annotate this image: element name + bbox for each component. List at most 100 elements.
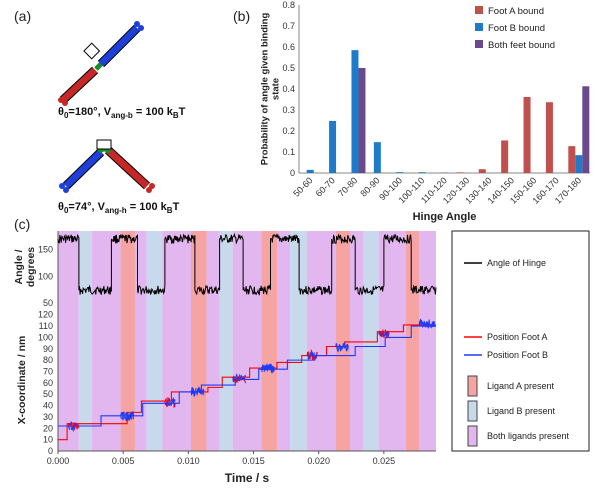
bar	[418, 172, 426, 173]
x-tick-label: 0.015	[242, 456, 265, 466]
y-tick-label: 30	[43, 412, 53, 422]
x-axis-label: Time / s	[225, 471, 270, 485]
time-series-chart: 5010015001020304050607080901001101200.00…	[13, 230, 590, 485]
y-tick-label: 60	[43, 378, 53, 388]
bar	[575, 155, 583, 173]
legend-label: Position Foot B	[487, 350, 548, 360]
y-tick-label: 90	[43, 344, 53, 354]
legend-swatch	[475, 23, 483, 31]
foot-b-dot	[59, 183, 65, 189]
panel-label-a: (a)	[14, 8, 32, 24]
legend-swatch	[467, 400, 478, 422]
y-tick-label: 0.3	[282, 105, 295, 115]
top-y-axis-label: Angle /degrees	[13, 247, 37, 287]
legend-swatch	[467, 425, 478, 447]
foot-a-arm	[105, 147, 150, 189]
bar	[523, 96, 531, 173]
x-tick-label: 0.025	[373, 456, 396, 466]
hinge-joint	[94, 62, 103, 71]
y-tick-label: 100	[38, 271, 53, 281]
binding-angle-bar-chart: 0 0.1 0.2 0.3 0.4 0.5 0.6 0.7 0.8 50-60 60-70 70-80…	[260, 0, 590, 223]
foot-b-dot	[134, 21, 140, 27]
foot-b-dot	[138, 25, 144, 31]
foot-b-arm	[98, 25, 140, 67]
ligand-band	[120, 231, 135, 451]
ligand-band	[276, 231, 291, 451]
foot-b-arm	[63, 149, 104, 189]
hinge-box	[96, 139, 112, 150]
hinge-box	[83, 42, 101, 60]
straight-hinge-diagram	[58, 21, 144, 106]
ligand-band	[78, 231, 92, 451]
position-burst	[335, 343, 350, 353]
y-tick-label: 20	[43, 423, 53, 433]
foot-b-dot	[63, 187, 69, 193]
panel-gap	[58, 304, 436, 308]
y-tick-label: 50	[43, 389, 53, 399]
position-burst	[190, 386, 205, 397]
x-tick-label: 60-70	[314, 175, 337, 198]
position-burst	[418, 319, 436, 329]
foot-a-arm	[60, 67, 98, 103]
ligand-band	[349, 231, 364, 451]
bar	[306, 169, 314, 173]
bar	[373, 142, 381, 173]
y-tick-label: 80	[43, 355, 53, 365]
bar	[568, 146, 576, 173]
legend-label: Foot B bound	[488, 23, 545, 34]
y-tick-label: 100	[38, 332, 53, 342]
foot-a-dot	[149, 183, 155, 189]
legend-label: Angle of Hinge	[487, 258, 546, 268]
x-tick-label: 0.005	[112, 456, 135, 466]
ligand-band	[91, 231, 121, 451]
ligand-band	[146, 231, 163, 451]
position-burst	[120, 411, 134, 421]
y-tick-label: 40	[43, 401, 53, 411]
bar	[329, 120, 337, 173]
caption-bent: θ0=74°, Vang-h = 100 kBT	[58, 201, 180, 216]
position-burst	[418, 318, 436, 329]
position-burst	[190, 385, 205, 397]
angle-series-line	[57, 232, 437, 296]
legend-label: Ligand B present	[487, 406, 556, 416]
ligand-band	[58, 231, 79, 451]
y-tick-label: 0.1	[282, 147, 295, 157]
ligand-band	[190, 231, 207, 451]
y-tick-label: 150	[38, 245, 53, 255]
ligand-band	[363, 231, 379, 451]
y-tick-label: 0.6	[282, 42, 295, 52]
panel-label-c: (c)	[14, 216, 31, 232]
bottom-y-axis-label: X-coordinate / nm	[16, 336, 28, 425]
ligand-band	[206, 231, 220, 451]
bar	[456, 172, 464, 173]
y-tick-label: 120	[38, 310, 53, 320]
ligand-band	[419, 231, 436, 451]
legend-label: Foot A bound	[488, 6, 544, 17]
legend-label: Ligand A present	[487, 381, 555, 391]
y-tick-label: 0.4	[282, 84, 295, 94]
ligand-band	[232, 231, 262, 451]
foot-a-dot	[62, 100, 68, 106]
legend-label: Position Foot A	[487, 332, 548, 342]
position-burst	[68, 421, 80, 431]
bar	[501, 140, 509, 173]
position-burst	[306, 351, 318, 360]
bent-hinge-diagram	[59, 139, 155, 193]
y-tick-label: 0	[48, 446, 53, 456]
x-axis-label: Hinge Angle	[413, 211, 477, 223]
y-tick-label: 0.2	[282, 126, 295, 136]
ligand-band	[406, 231, 420, 451]
position-burst	[164, 397, 176, 407]
legend-swatch	[475, 6, 483, 14]
x-tick-label: 0.000	[47, 456, 70, 466]
ligand-band	[219, 231, 233, 451]
bar	[358, 68, 366, 173]
legend-label: Both feet bound	[488, 40, 555, 51]
panel-label-b: (b)	[233, 8, 251, 24]
x-tick-label: 50-60	[291, 175, 314, 198]
caption-straight: θ0=180°, Vang-b = 100 kBT	[58, 106, 186, 121]
position-burst	[378, 330, 390, 339]
y-tick-label: 10	[43, 435, 53, 445]
ligand-band	[378, 231, 407, 451]
y-axis-label: Probability of angle given bindingstate	[260, 13, 282, 166]
